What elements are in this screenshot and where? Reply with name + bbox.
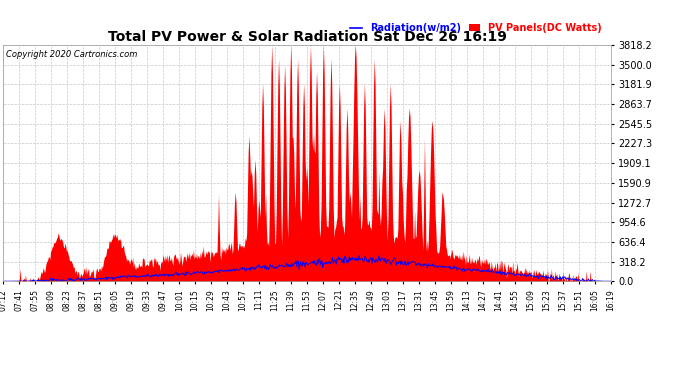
Title: Total PV Power & Solar Radiation Sat Dec 26 16:19: Total PV Power & Solar Radiation Sat Dec… (108, 30, 506, 44)
Text: Copyright 2020 Cartronics.com: Copyright 2020 Cartronics.com (6, 50, 138, 59)
Legend: Radiation(w/m2), PV Panels(DC Watts): Radiation(w/m2), PV Panels(DC Watts) (346, 19, 606, 37)
